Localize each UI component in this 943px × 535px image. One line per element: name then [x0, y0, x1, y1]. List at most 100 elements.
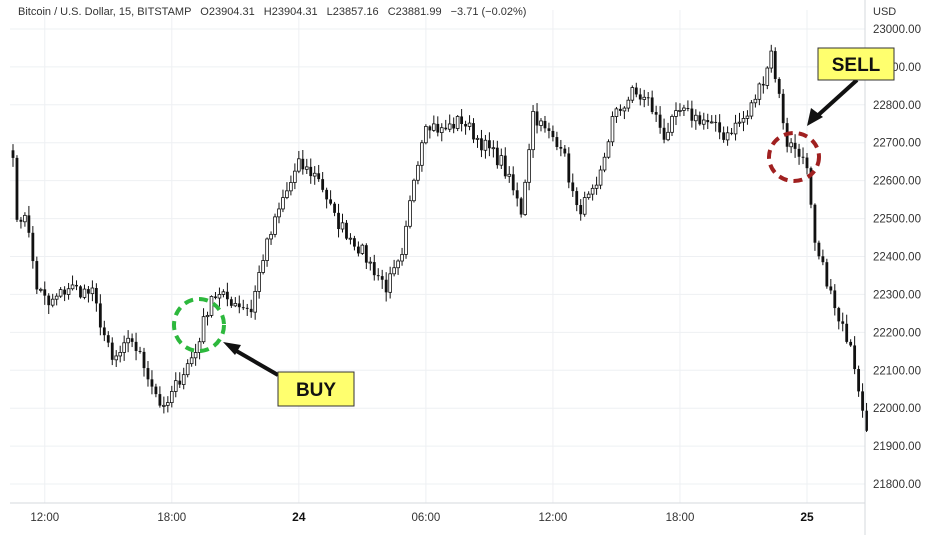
candle-body [205, 314, 210, 318]
y-axis: 21800.00 21900.00 22000.00 22100.00 22200.00… [873, 24, 921, 491]
buy-callout [277, 371, 355, 407]
candle-body [241, 307, 245, 309]
candle-body [75, 284, 78, 287]
candle-body [761, 83, 765, 86]
candle-body [257, 272, 261, 292]
low-value: L23857.16 [327, 6, 379, 18]
candle-body [98, 303, 102, 328]
candle-body [15, 157, 19, 220]
candle-body [229, 299, 233, 306]
candle-body [138, 350, 142, 352]
candle-body [102, 327, 106, 336]
candle-body [619, 108, 622, 111]
x-tick-label: 24 [292, 510, 306, 524]
candle-body [87, 289, 90, 294]
candle-body [781, 93, 785, 124]
candle-body [245, 307, 249, 309]
candle-body [698, 115, 702, 125]
candle-body [475, 137, 480, 140]
candle-body [594, 184, 599, 189]
candle-body [753, 98, 758, 104]
candle-body [19, 219, 23, 222]
candle-body [54, 295, 59, 300]
candle-body [189, 357, 194, 365]
candle-body [126, 337, 130, 344]
candle-body [797, 148, 801, 157]
candle-body [444, 127, 448, 130]
candle-body [666, 131, 670, 141]
candle-body [269, 233, 273, 240]
candle-body [642, 96, 647, 100]
candle-body [289, 182, 293, 192]
candle-body [690, 108, 694, 121]
candle-body [106, 335, 110, 343]
candle-body [543, 120, 547, 129]
x-tick-label: 12:00 [30, 512, 59, 524]
candle-body [460, 116, 464, 124]
candle-body [670, 116, 674, 133]
candle-body [79, 286, 82, 298]
sell-callout [817, 47, 895, 81]
candle-body [789, 142, 793, 148]
candle-body [709, 121, 714, 124]
candle-body [388, 273, 392, 293]
candle-body [58, 289, 63, 297]
candle-body [488, 140, 491, 149]
candle-body [181, 374, 186, 385]
candle-body [865, 410, 868, 431]
y-tick-label: 22100.00 [873, 365, 921, 377]
candle-body [777, 78, 781, 94]
candle-body [730, 132, 733, 134]
candle-body [329, 199, 332, 204]
candle-body [674, 110, 678, 117]
y-tick-label: 22000.00 [873, 403, 921, 415]
sell-circle [767, 131, 821, 183]
candle-body [722, 132, 726, 140]
candle-body [793, 142, 797, 149]
y-tick-label: 23000.00 [873, 24, 921, 36]
candle-body [638, 94, 642, 100]
symbol-label: Bitcoin / U.S. Dollar, 15, BITSTAMP [18, 6, 191, 18]
candle-body [455, 116, 460, 129]
candle-body [559, 146, 563, 149]
candle-body [535, 111, 539, 126]
candle-body [237, 303, 241, 308]
candle-body [634, 87, 638, 95]
candle-body [555, 137, 559, 147]
candle-body [483, 139, 488, 151]
candle-body [551, 130, 555, 138]
candle-body [586, 193, 591, 198]
y-tick-label: 22500.00 [873, 214, 921, 226]
candle-body [47, 295, 51, 306]
candle-body [817, 242, 821, 257]
candle-body [575, 191, 579, 206]
candle-body [345, 222, 348, 239]
candle-body [416, 164, 420, 181]
candle-body [682, 107, 686, 111]
candle-body [43, 289, 47, 296]
candle-body [582, 197, 587, 215]
candle-body [678, 109, 682, 112]
candle-body [337, 212, 340, 230]
candle-body [114, 355, 119, 361]
candle-body [606, 141, 611, 158]
candle-body [515, 190, 519, 199]
candle-body [297, 158, 301, 172]
chart-header: Bitcoin / U.S. Dollar, 15, BITSTAMP O239… [18, 6, 526, 18]
candle-body [273, 216, 277, 235]
buy-circle [172, 297, 226, 353]
candle-body [412, 179, 416, 202]
candle-body [233, 303, 238, 307]
x-axis: 12:00 18:00 24 06:00 12:00 18:00 25 [30, 510, 814, 524]
candle-body [253, 291, 257, 313]
y-tick-label: 22600.00 [873, 176, 921, 188]
candle-body [122, 342, 126, 353]
candle-body [249, 308, 253, 313]
candle-body [217, 294, 222, 299]
candle-body [38, 288, 43, 291]
buy-label: BUY [296, 380, 336, 401]
candle-body [567, 153, 571, 183]
candle-body [837, 308, 841, 322]
sell-arrow [813, 78, 859, 120]
